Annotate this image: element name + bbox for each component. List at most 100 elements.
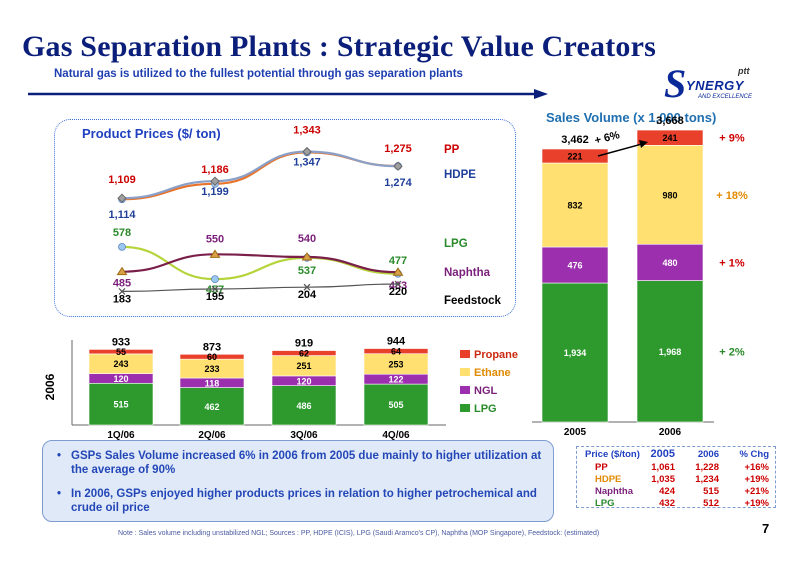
ptt-brand: ptt — [738, 66, 750, 76]
bar-segment-propane — [363, 348, 429, 355]
bar-value-label: 486 — [296, 401, 311, 411]
value-cell: 1,228 — [695, 462, 719, 473]
bar-total-label: 933 — [112, 336, 130, 348]
value-cell: 1,061 — [651, 462, 675, 473]
bar-segment-propane — [271, 350, 337, 356]
summary-bullet: GSPs Sales Volume increased 6% in 2006 f… — [57, 449, 543, 477]
price-table-header: Price ($/ton) 2005 2006 % Chg — [577, 448, 775, 461]
price-comparison-table: Price ($/ton) 2005 2006 % Chg PP 1,061 1… — [576, 446, 776, 510]
product-cell: HDPE — [595, 474, 622, 485]
summary-bullet: In 2006, GSPs enjoyed higher products pr… — [57, 487, 543, 515]
bar-value-label: 122 — [388, 375, 403, 385]
value-cell: 1,234 — [695, 474, 719, 485]
bar-segment-ethane — [636, 145, 704, 245]
bar-segment-lpg — [271, 385, 337, 426]
bar-value-label: 118 — [205, 378, 220, 388]
header-cell: Price ($/ton) — [585, 449, 640, 460]
slide-subtitle: Natural gas is utilized to the fullest p… — [54, 68, 463, 80]
bar-segment-ethane — [179, 358, 245, 379]
bar-value-label: 233 — [204, 364, 219, 374]
bar-value-label: 1,934 — [564, 348, 587, 358]
logo-word: YNERGY — [686, 78, 744, 93]
legend-swatch-ngl — [460, 386, 470, 394]
legend-swatch-lpg — [460, 404, 470, 412]
legend-swatch-propane — [460, 350, 470, 358]
bar-value-label: 251 — [296, 361, 311, 371]
bar-segment-propane — [179, 353, 245, 360]
legend-label-ethane: Ethane — [474, 367, 511, 379]
price-table-row: PP 1,061 1,228 +16% — [577, 462, 775, 474]
bar-value-label: 832 — [567, 201, 582, 211]
change-cell: +21% — [744, 486, 769, 497]
change-label-ethane: + 18% — [716, 190, 748, 202]
slide-title: Gas Separation Plants : Strategic Value … — [22, 30, 657, 63]
product-prices-panel — [54, 119, 516, 317]
bar-segment-ngl — [363, 373, 429, 385]
bar-segment-ethane — [271, 355, 337, 377]
synergy-logo: S YNERGY AND EXCELLENCE ptt — [664, 61, 764, 110]
price-table-row: LPG 432 512 +19% — [577, 498, 775, 510]
bar-segment-ngl — [271, 375, 337, 386]
change-cell: +19% — [744, 498, 769, 509]
bar-segment-lpg — [541, 282, 609, 423]
product-cell: PP — [595, 462, 608, 473]
bar-segment-ethane — [88, 353, 154, 374]
product-cell: LPG — [595, 498, 615, 509]
bar-total-label: 3,462 — [561, 134, 589, 146]
bar-segment-propane — [541, 148, 609, 164]
page-number: 7 — [762, 521, 770, 536]
bar-value-label: 60 — [207, 352, 217, 362]
logo-letter: S — [664, 61, 687, 106]
change-label-ngl: + 1% — [719, 257, 745, 269]
bar-value-label: 243 — [113, 359, 128, 369]
bar-segment-propane — [636, 129, 704, 146]
bar-segment-lpg — [88, 382, 154, 426]
value-cell: 432 — [659, 498, 675, 509]
sales-volume-title: Sales Volume (x 1,000 tons) — [546, 110, 717, 125]
value-cell: 424 — [659, 486, 675, 497]
change-label-propane: + 9% — [719, 133, 745, 145]
logo-tagline: AND EXCELLENCE — [698, 94, 753, 100]
bar-value-label: 55 — [116, 347, 126, 357]
value-cell: 1,035 — [651, 474, 675, 485]
bar-value-label: 1,968 — [659, 347, 682, 357]
bar-value-label: 476 — [567, 261, 582, 271]
bar-segment-lpg — [636, 280, 704, 423]
bar-total-label: 873 — [203, 341, 221, 353]
bar-segment-ngl — [636, 243, 704, 281]
product-cell: Naphtha — [595, 486, 633, 497]
bar-value-label: 505 — [388, 400, 403, 410]
change-cell: +19% — [744, 474, 769, 485]
bar-segment-lpg — [179, 387, 245, 426]
bar-total-label: 919 — [295, 338, 313, 350]
price-table-row: HDPE 1,035 1,234 +19% — [577, 474, 775, 486]
bar-segment-ngl — [88, 373, 154, 384]
legend-swatch-ethane — [460, 368, 470, 376]
change-cell: +16% — [744, 462, 769, 473]
bar-segment-ethane — [363, 353, 429, 375]
bar-value-label: 120 — [113, 374, 128, 384]
footnote: Note : Sales volume including unstabiliz… — [118, 530, 600, 537]
product-prices-title: Product Prices ($/ ton) — [82, 126, 221, 141]
year-axis-label: 2006 — [43, 373, 57, 401]
value-cell: 515 — [703, 486, 719, 497]
bar-segment-ngl — [541, 246, 609, 284]
bar-value-label: 120 — [296, 376, 311, 386]
bar-segment-ngl — [179, 377, 245, 388]
x-tick-label: 2005 — [564, 427, 587, 438]
legend-label-ngl: NGL — [474, 385, 498, 397]
bar-value-label: 515 — [113, 400, 128, 410]
bar-value-label: 241 — [662, 133, 677, 143]
bar-value-label: 462 — [204, 402, 219, 412]
growth-arrow-head — [639, 140, 648, 148]
bar-value-label: 980 — [662, 190, 677, 200]
growth-arrow-line — [597, 143, 643, 157]
bar-value-label: 62 — [299, 349, 309, 359]
bar-value-label: 64 — [391, 347, 401, 357]
summary-box: GSPs Sales Volume increased 6% in 2006 f… — [42, 440, 554, 522]
growth-label: + 6% — [594, 129, 622, 147]
bar-value-label: 221 — [567, 152, 582, 162]
title-underline-arrow — [28, 89, 548, 99]
bar-value-label: 480 — [662, 258, 677, 268]
bar-segment-lpg — [363, 383, 429, 426]
